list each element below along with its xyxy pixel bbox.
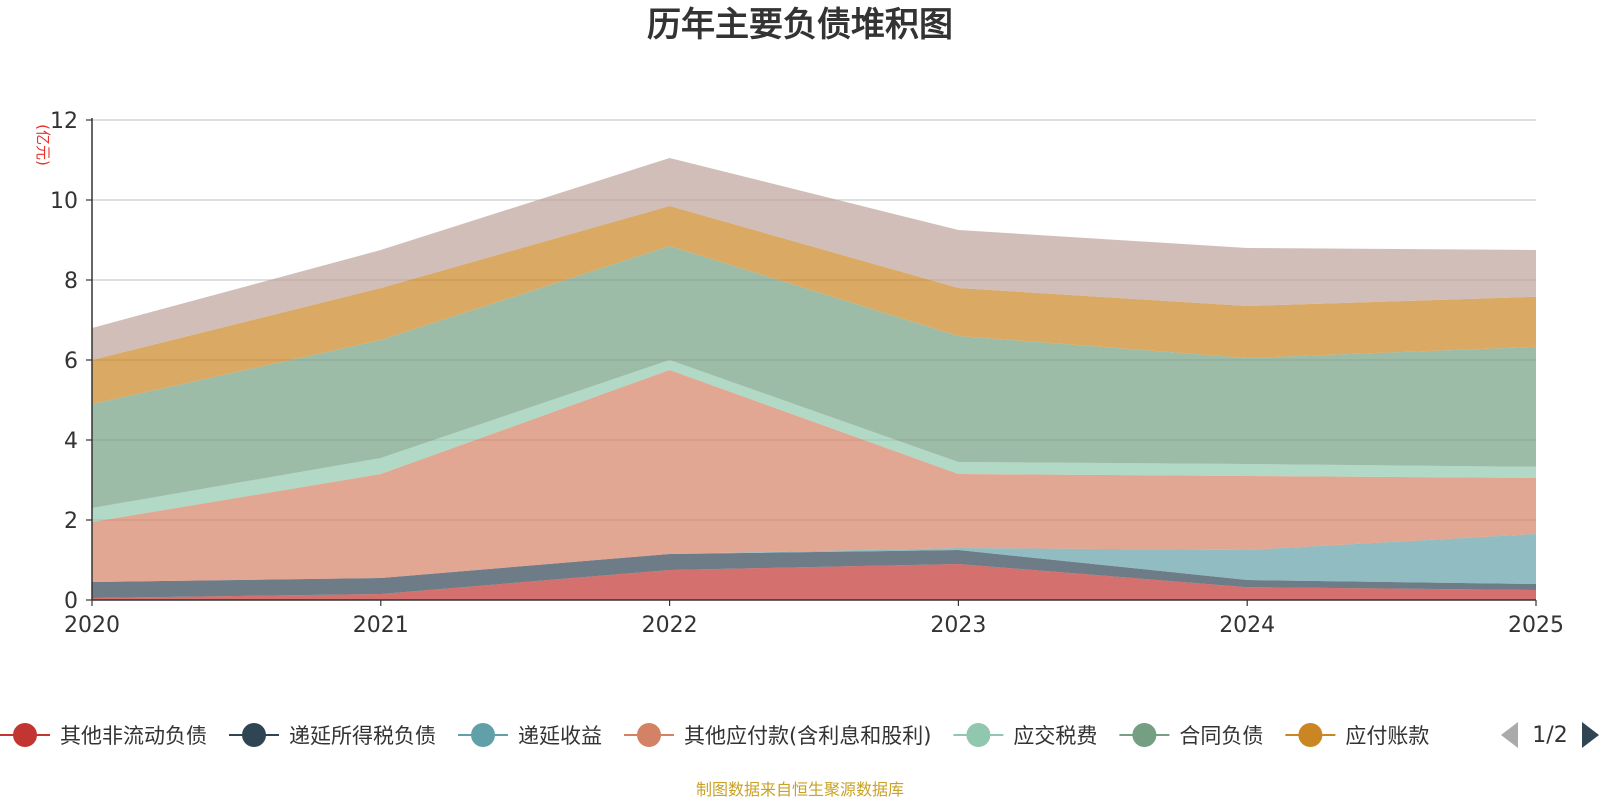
area-series-8[interactable] (92, 158, 1536, 360)
x-tick-label: 2023 (930, 613, 986, 638)
axes: 0 2 4 6 8 10 12 2020 2021 2022 2023 2024 2025 (50, 109, 1564, 638)
legend-item[interactable]: 递延收益 (458, 723, 602, 748)
legend-circle-icon (637, 723, 661, 747)
legend-page-indicator: 1/2 (1532, 723, 1567, 748)
legend-circle-icon (471, 723, 495, 747)
area-series (92, 158, 1536, 600)
legend-label: 递延收益 (518, 724, 602, 748)
area-series-6[interactable] (92, 246, 1536, 508)
area-series-1[interactable] (92, 564, 1536, 600)
legend-circle-icon (13, 723, 37, 747)
legend-item[interactable]: 其他非流动负债 (0, 723, 207, 748)
legend-circle-icon (966, 723, 991, 747)
x-tick-label: 2022 (642, 613, 698, 638)
legend[interactable]: 其他非流动负债 递延所得税负债 递延收益 其他应付款(含利息和股利) 应交税费 合同负债 应… (0, 723, 1429, 748)
y-tick-label: 12 (50, 109, 78, 134)
legend-item[interactable]: 应交税费 (953, 723, 1097, 748)
y-tick-label: 8 (64, 269, 78, 294)
area-series-4[interactable] (92, 370, 1536, 582)
legend-item[interactable]: 其他应付款(含利息和股利) (624, 723, 931, 748)
x-tick-label: 2020 (64, 613, 120, 638)
legend-label: 递延所得税负债 (289, 724, 436, 748)
legend-circle-icon (1298, 723, 1323, 747)
legend-label: 其他非流动负债 (60, 724, 207, 748)
y-tick-label: 2 (64, 509, 78, 534)
area-series-7[interactable] (92, 206, 1536, 404)
x-tick-label: 2025 (1508, 613, 1564, 638)
legend-prev-icon[interactable] (1501, 722, 1518, 748)
legend-item[interactable]: 递延所得税负债 (229, 723, 436, 748)
legend-label: 合同负债 (1179, 724, 1263, 748)
legend-circle-icon (242, 723, 266, 747)
x-tick-label: 2021 (353, 613, 409, 638)
y-axis-unit-label: (亿元) (34, 124, 52, 166)
legend-label: 应交税费 (1013, 724, 1097, 748)
legend-pager[interactable]: 1/2 (1501, 722, 1599, 748)
y-tick-label: 4 (64, 429, 78, 454)
legend-label: 应付账款 (1345, 724, 1429, 748)
chart-title: 历年主要负债堆积图 (647, 5, 953, 45)
x-tick-label: 2024 (1219, 613, 1275, 638)
area-series-2[interactable] (92, 550, 1536, 598)
source-note: 制图数据来自恒生聚源数据库 (696, 780, 904, 799)
area-series-3[interactable] (92, 534, 1536, 584)
y-tick-label: 10 (50, 189, 78, 214)
y-tick-label: 0 (64, 589, 78, 614)
legend-next-icon[interactable] (1582, 722, 1599, 748)
y-tick-label: 6 (64, 349, 78, 374)
legend-circle-icon (1132, 723, 1157, 747)
legend-item[interactable]: 合同负债 (1119, 723, 1263, 748)
legend-label: 其他应付款(含利息和股利) (684, 724, 931, 748)
legend-item[interactable]: 应付账款 (1285, 723, 1429, 748)
